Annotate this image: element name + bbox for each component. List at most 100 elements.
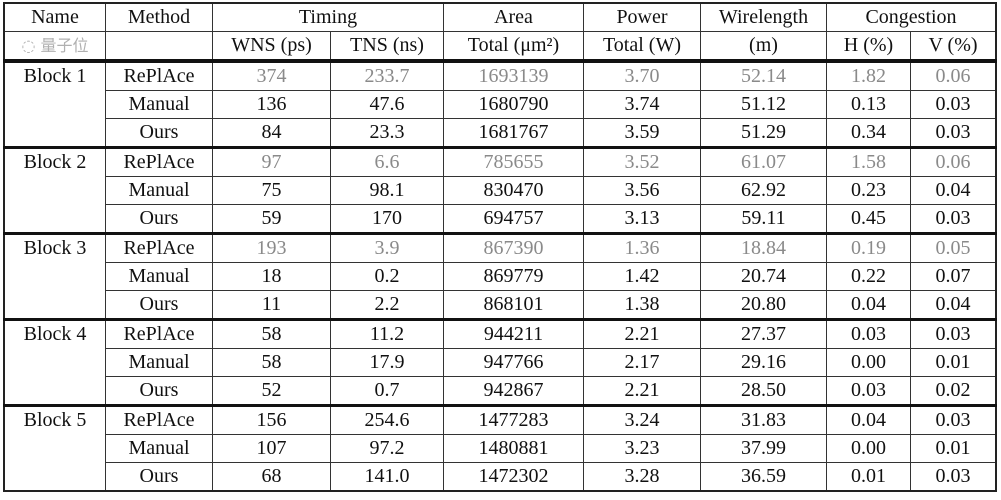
value-cell: 0.03 [910, 462, 997, 492]
value-cell: 254.6 [330, 405, 444, 435]
value-cell: 2.21 [583, 376, 701, 407]
value-cell: 58 [212, 348, 331, 377]
value-cell: 1681767 [443, 118, 584, 149]
method-cell: Ours [105, 376, 213, 407]
sub-name: ◌ 量子位 [3, 31, 106, 63]
sub-wirelength: (m) [700, 31, 827, 63]
value-cell: 37.99 [700, 434, 827, 463]
results-table: Name Method Timing Area Power Wirelength… [3, 2, 997, 492]
value-cell: 1680790 [443, 90, 584, 119]
value-cell: 2.2 [330, 290, 444, 321]
value-cell: 17.9 [330, 348, 444, 377]
value-cell: 23.3 [330, 118, 444, 149]
value-cell: 0.19 [826, 233, 911, 263]
value-cell: 193 [212, 233, 331, 263]
value-cell: 374 [212, 60, 331, 91]
value-cell: 2.17 [583, 348, 701, 377]
value-cell: 0.03 [826, 319, 911, 349]
value-cell: 0.03 [910, 405, 997, 435]
value-cell: 3.23 [583, 434, 701, 463]
table-body: Block 1 RePlAce 374 233.7 1693139 3.70 52.14 1.… [3, 60, 997, 492]
value-cell: 59.11 [700, 204, 827, 235]
value-cell: 0.03 [910, 204, 997, 235]
value-cell: 84 [212, 118, 331, 149]
value-cell: 1.82 [826, 60, 911, 91]
method-cell: RePlAce [105, 233, 213, 263]
value-cell: 136 [212, 90, 331, 119]
value-cell: 0.03 [910, 118, 997, 149]
value-cell: 0.22 [826, 262, 911, 291]
value-cell: 156 [212, 405, 331, 435]
value-cell: 0.03 [910, 319, 997, 349]
value-cell: 62.92 [700, 176, 827, 205]
value-cell: 0.07 [910, 262, 997, 291]
col-name: Name [3, 2, 106, 32]
value-cell: 0.01 [910, 348, 997, 377]
table-row: Block 2 RePlAce 97 6.6 785655 3.52 61.07 1.58 0.… [3, 147, 997, 235]
value-cell: 52 [212, 376, 331, 407]
method-cell: Ours [105, 462, 213, 492]
value-cell: 0.05 [910, 233, 997, 263]
subheader-row: ◌ 量子位 WNS (ps) TNS (ns) Total (μm²) Tota… [3, 31, 997, 63]
method-cell: Manual [105, 348, 213, 377]
col-method: Method [105, 2, 213, 32]
value-cell: 3.74 [583, 90, 701, 119]
sub-h: H (%) [826, 31, 911, 63]
value-cell: 0.06 [910, 60, 997, 91]
table-row: Ours 59 170 694757 3.13 59.11 0.45 0.03 [4, 204, 997, 235]
sub-v: V (%) [910, 31, 997, 63]
watermark: ◌ 量子位 [21, 36, 89, 55]
value-cell: 0.01 [826, 462, 911, 492]
value-cell: 0.03 [910, 90, 997, 119]
value-cell: 233.7 [330, 60, 444, 91]
value-cell: 1.58 [826, 147, 911, 177]
value-cell: 3.59 [583, 118, 701, 149]
value-cell: 97 [212, 147, 331, 177]
method-cell: RePlAce [105, 319, 213, 349]
value-cell: 47.6 [330, 90, 444, 119]
value-cell: 1693139 [443, 60, 584, 91]
block-name: Block 4 [3, 319, 106, 407]
value-cell: 29.16 [700, 348, 827, 377]
method-cell: Ours [105, 118, 213, 149]
value-cell: 0.45 [826, 204, 911, 235]
sub-area: Total (μm²) [443, 31, 584, 63]
value-cell: 59 [212, 204, 331, 235]
col-wirelength: Wirelength [700, 2, 827, 32]
value-cell: 11.2 [330, 319, 444, 349]
table-row: Block 3 RePlAce 193 3.9 867390 1.36 18.84 0.19 0… [3, 233, 997, 321]
value-cell: 3.56 [583, 176, 701, 205]
value-cell: 107 [212, 434, 331, 463]
value-cell: 944211 [443, 319, 584, 349]
table-row: Ours 11 2.2 868101 1.38 20.80 0.04 0.04 [4, 290, 997, 321]
block-name: Block 5 [3, 405, 106, 492]
sub-power: Total (W) [583, 31, 701, 63]
value-cell: 0.23 [826, 176, 911, 205]
value-cell: 1.38 [583, 290, 701, 321]
value-cell: 868101 [443, 290, 584, 321]
value-cell: 0.01 [910, 434, 997, 463]
table-row: Manual 18 0.2 869779 1.42 20.74 0.22 0.07 [4, 262, 997, 291]
value-cell: 0.7 [330, 376, 444, 407]
value-cell: 18 [212, 262, 331, 291]
value-cell: 98.1 [330, 176, 444, 205]
method-cell: Ours [105, 290, 213, 321]
method-cell: RePlAce [105, 405, 213, 435]
value-cell: 3.9 [330, 233, 444, 263]
block-name: Block 1 [3, 60, 106, 149]
block-name: Block 2 [3, 147, 106, 235]
method-cell: RePlAce [105, 147, 213, 177]
value-cell: 3.28 [583, 462, 701, 492]
value-cell: 141.0 [330, 462, 444, 492]
value-cell: 785655 [443, 147, 584, 177]
value-cell: 27.37 [700, 319, 827, 349]
method-cell: Manual [105, 262, 213, 291]
col-timing: Timing [212, 2, 444, 32]
value-cell: 0.00 [826, 348, 911, 377]
value-cell: 11 [212, 290, 331, 321]
value-cell: 0.04 [826, 405, 911, 435]
method-cell: RePlAce [105, 60, 213, 91]
table-row: Manual 75 98.1 830470 3.56 62.92 0.23 0.04 [4, 176, 997, 205]
value-cell: 3.52 [583, 147, 701, 177]
value-cell: 0.2 [330, 262, 444, 291]
